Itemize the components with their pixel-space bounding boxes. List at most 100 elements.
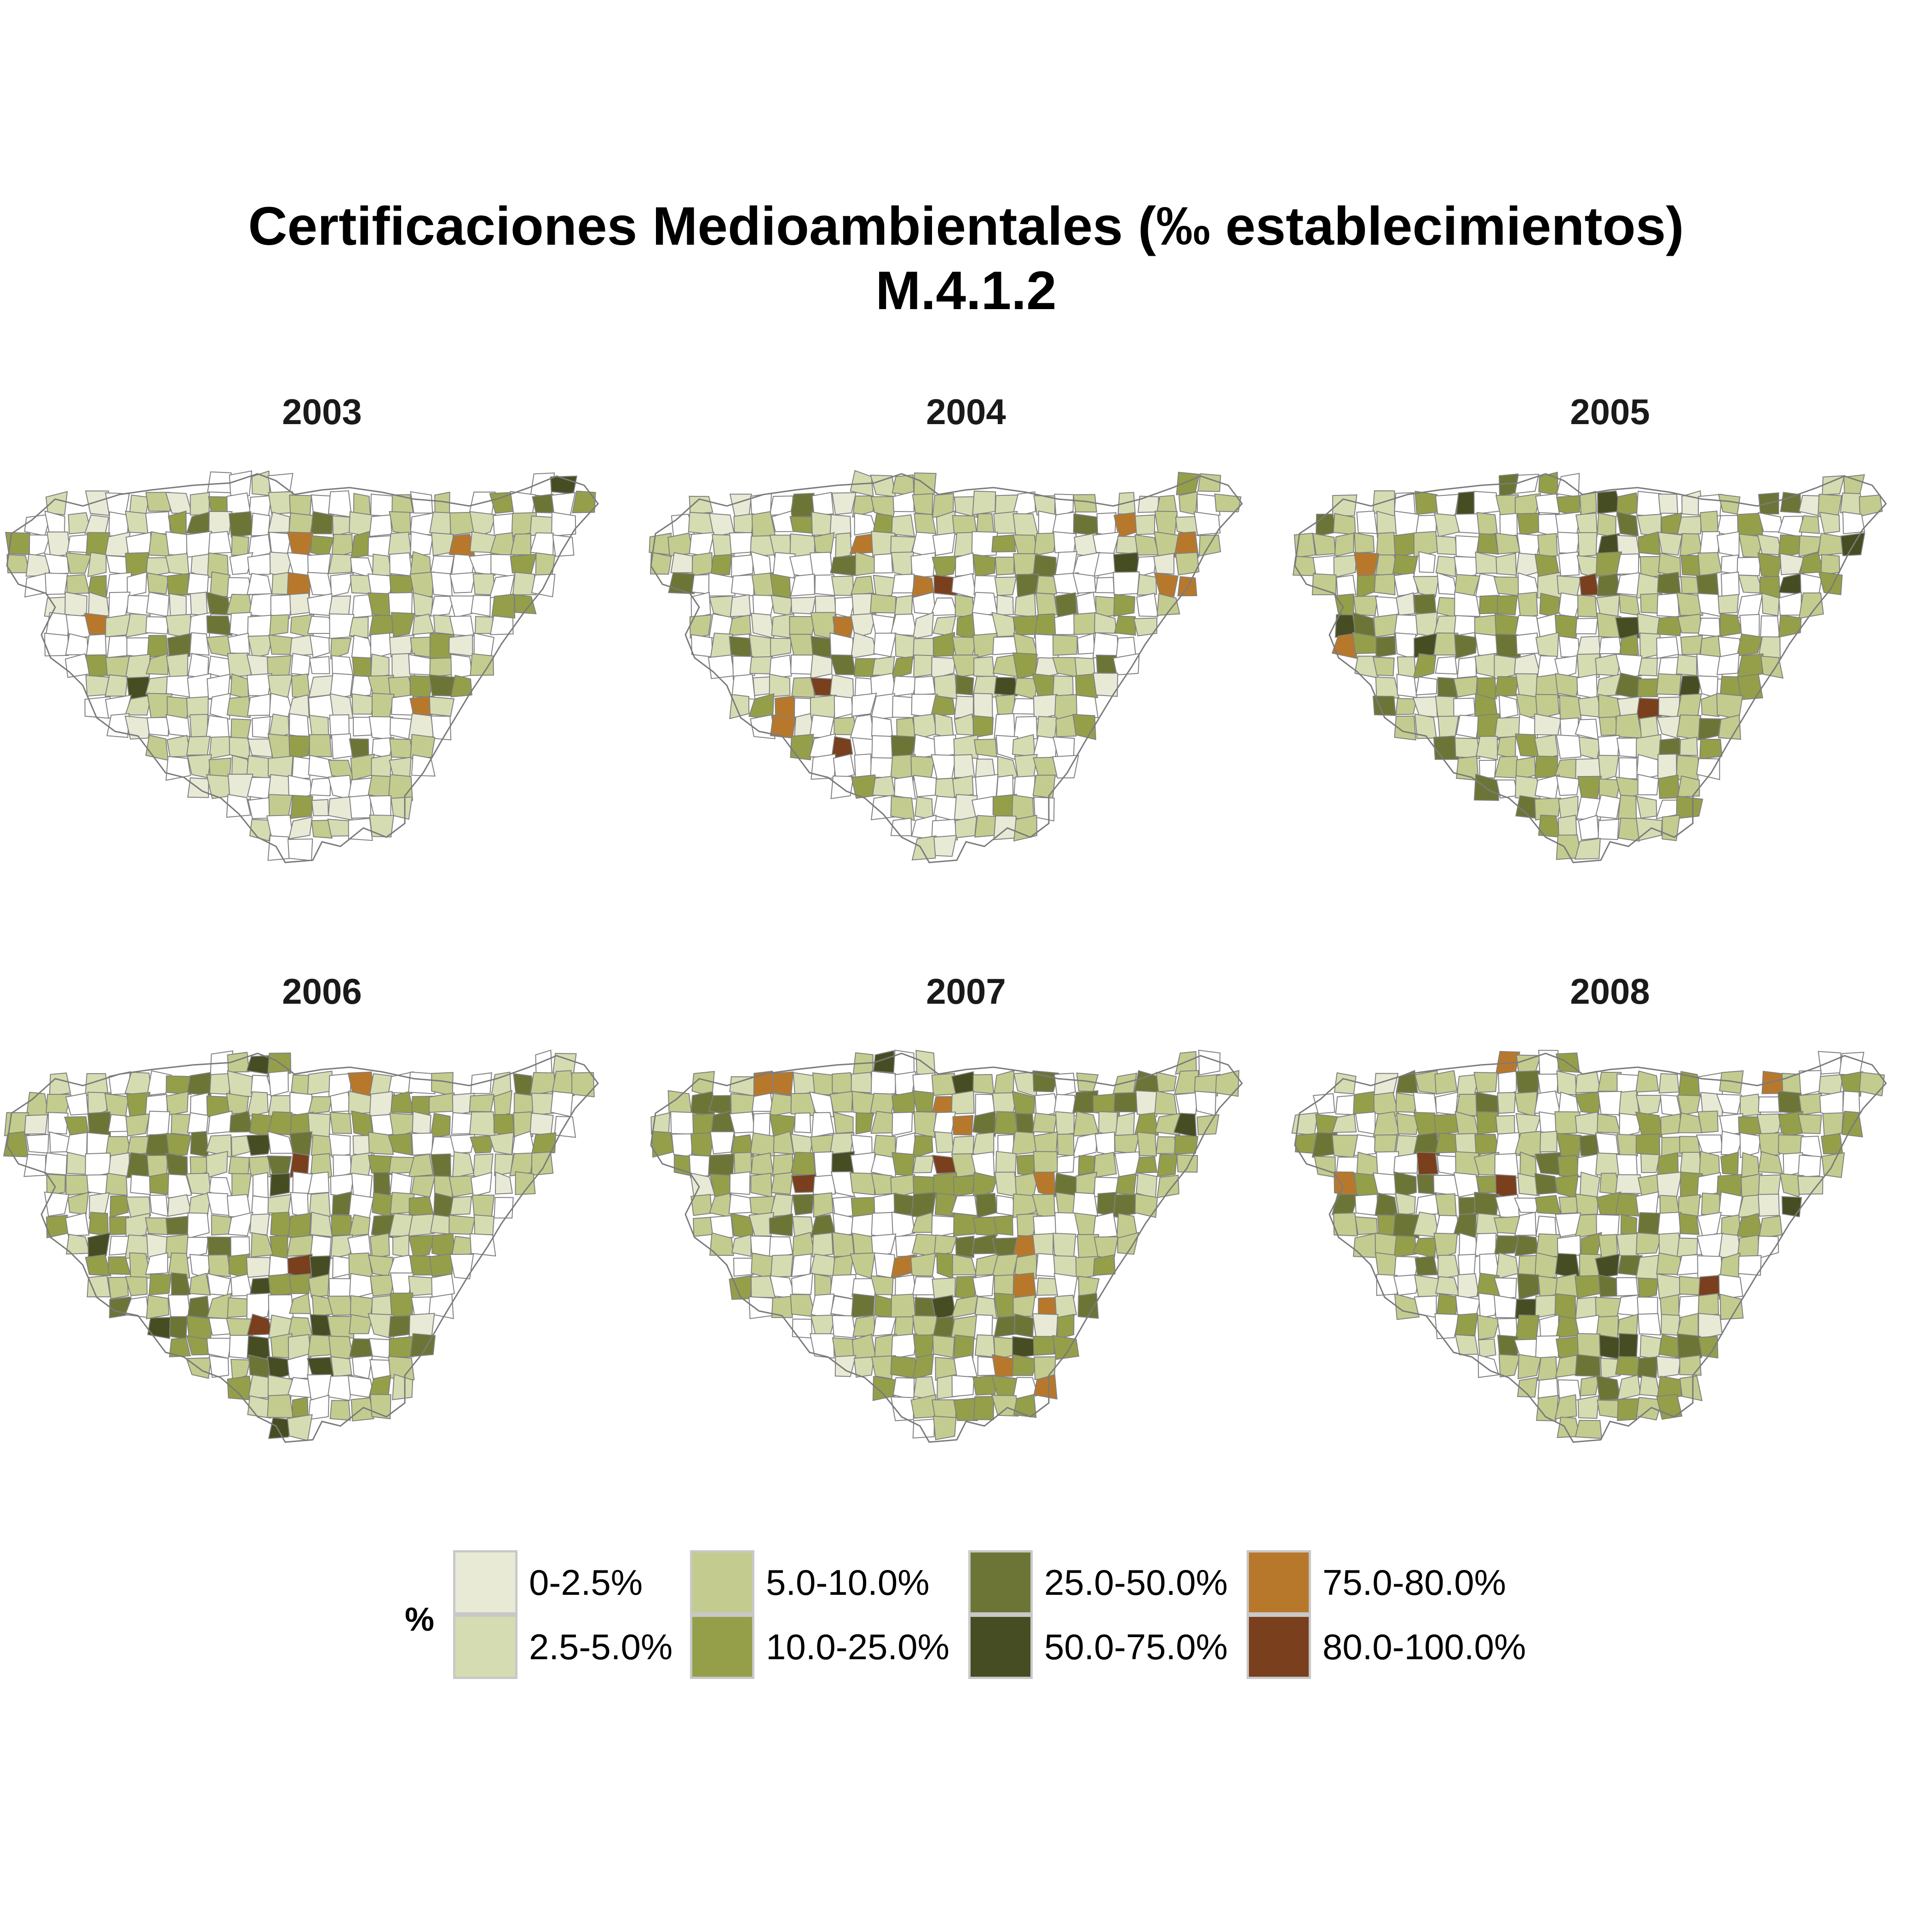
municipality-area: [1077, 1293, 1099, 1319]
municipality-area: [871, 1355, 896, 1380]
municipality-area: [470, 653, 494, 676]
municipality-area: [1414, 1070, 1438, 1094]
municipality-area: [930, 695, 956, 717]
municipality-area: [186, 1072, 212, 1096]
municipality-area: [288, 694, 310, 718]
municipality-area: [66, 574, 90, 595]
municipality-area: [1575, 1354, 1601, 1377]
municipality-area: [1013, 775, 1036, 799]
municipality-area: [230, 718, 252, 741]
municipality-area: [930, 597, 958, 616]
municipality-area: [1153, 552, 1175, 575]
municipality-area: [753, 1070, 774, 1097]
municipality-area: [1618, 594, 1640, 616]
municipality-area: [974, 815, 998, 838]
municipality-area: [790, 574, 815, 597]
municipality-area: [812, 1174, 836, 1195]
municipality-area: [1473, 773, 1499, 801]
municipality-area: [1115, 1173, 1137, 1196]
municipality-area: [1615, 1356, 1640, 1376]
municipality-area: [1496, 1318, 1518, 1338]
region-map: [649, 470, 1243, 863]
municipality-area: [1639, 1374, 1661, 1397]
municipality-area: [1696, 1212, 1722, 1238]
municipality-area: [126, 1152, 150, 1179]
municipality-area: [872, 776, 896, 797]
municipality-area: [1539, 1131, 1558, 1153]
municipality-area: [833, 1111, 854, 1134]
municipality-area: [49, 1072, 71, 1097]
municipality-area: [1092, 673, 1118, 697]
municipality-area: [934, 1192, 957, 1217]
municipality-area: [1113, 653, 1140, 676]
municipality-area: [790, 597, 816, 615]
municipality-area: [1113, 1092, 1140, 1113]
municipality-area: [1473, 1072, 1498, 1093]
municipality-area: [891, 1333, 918, 1359]
panel-year-label: 2003: [282, 391, 362, 432]
municipality-area: [972, 1132, 995, 1156]
municipality-area: [1537, 533, 1558, 558]
municipality-area: [207, 471, 232, 494]
municipality-area: [933, 835, 957, 857]
municipality-area: [831, 492, 857, 515]
municipality-area: [855, 1112, 874, 1135]
municipality-area: [1457, 1254, 1476, 1276]
municipality-area: [1617, 1374, 1641, 1401]
municipality-area: [145, 616, 169, 634]
municipality-area: [1014, 1253, 1037, 1280]
municipality-area: [1781, 1196, 1802, 1218]
municipality-area: [351, 1173, 373, 1199]
municipality-area: [835, 532, 852, 558]
municipality-area: [1514, 1197, 1540, 1213]
municipality-area: [748, 634, 773, 660]
municipality-area: [1799, 1070, 1822, 1096]
municipality-area: [1478, 759, 1497, 779]
municipality-area: [65, 1174, 92, 1196]
municipality-area: [1576, 555, 1598, 579]
municipality-area: [1677, 775, 1700, 798]
municipality-area: [206, 615, 233, 636]
municipality-area: [1113, 571, 1140, 596]
municipality-area: [108, 1152, 130, 1178]
municipality-area: [328, 1278, 353, 1298]
municipality-area: [1413, 575, 1440, 598]
municipality-area: [171, 1113, 192, 1136]
municipality-area: [1476, 713, 1501, 741]
municipality-area: [1656, 673, 1682, 696]
municipality-area: [468, 553, 495, 576]
municipality-area: [991, 1395, 1019, 1417]
municipality-area: [1557, 1235, 1581, 1256]
municipality-area: [23, 1154, 46, 1177]
region-outline: [1294, 473, 1887, 863]
municipality-area: [1679, 1375, 1703, 1402]
municipality-area: [1495, 533, 1521, 555]
municipality-area: [349, 1273, 373, 1300]
municipality-area: [1701, 1192, 1721, 1216]
municipality-area: [449, 1196, 472, 1216]
municipality-area: [1618, 817, 1643, 842]
municipality-area: [288, 1273, 311, 1294]
municipality-area: [931, 656, 956, 680]
municipality-area: [146, 717, 170, 736]
municipality-area: [1176, 1154, 1198, 1173]
municipality-area: [1558, 795, 1579, 821]
municipality-area: [1454, 513, 1480, 534]
municipality-area: [753, 1112, 771, 1137]
legend-swatch: [968, 1550, 1033, 1615]
municipality-area: [932, 1316, 954, 1337]
municipality-area: [792, 1318, 813, 1339]
municipality-area: [953, 734, 978, 759]
municipality-area: [973, 1396, 995, 1420]
municipality-area: [1514, 473, 1540, 494]
municipality-area: [1012, 1193, 1039, 1219]
municipality-area: [1535, 774, 1560, 800]
municipality-area: [1718, 1191, 1743, 1217]
municipality-area: [852, 1315, 875, 1337]
municipality-area: [292, 756, 311, 779]
municipality-area: [1578, 736, 1602, 760]
municipality-area: [1597, 533, 1620, 554]
municipality-area: [412, 613, 435, 635]
municipality-area: [449, 615, 475, 637]
municipality-area: [329, 1091, 351, 1113]
